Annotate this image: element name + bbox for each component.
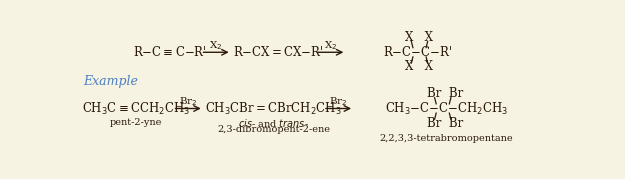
Text: X   X: X X xyxy=(405,31,433,44)
Text: Example: Example xyxy=(84,75,138,88)
Text: X$_2$: X$_2$ xyxy=(324,39,338,52)
Text: R$-$CX$=$CX$-$R': R$-$CX$=$CX$-$R' xyxy=(233,45,323,59)
Text: $\it{cis}$- and $\it{trans}$-: $\it{cis}$- and $\it{trans}$- xyxy=(238,117,309,129)
Text: Br  Br: Br Br xyxy=(428,117,464,130)
Text: 2,2,3,3-tetrabromopentane: 2,2,3,3-tetrabromopentane xyxy=(379,134,513,143)
Text: 2,3-dibromopent-2-ene: 2,3-dibromopent-2-ene xyxy=(217,125,330,134)
Text: Br$_2$: Br$_2$ xyxy=(329,95,348,108)
Text: X$_2$: X$_2$ xyxy=(209,39,222,52)
Text: pent-2-yne: pent-2-yne xyxy=(110,118,162,127)
Text: CH$_3$CBr$=$CBrCH$_2$CH$_3$: CH$_3$CBr$=$CBrCH$_2$CH$_3$ xyxy=(205,100,342,117)
Text: Br$_2$: Br$_2$ xyxy=(179,95,198,108)
Text: Br  Br: Br Br xyxy=(428,87,464,100)
Text: CH$_3$$-$C$-$C$-$CH$_2$CH$_3$: CH$_3$$-$C$-$C$-$CH$_2$CH$_3$ xyxy=(384,100,508,117)
Text: R$-$C$\equiv$C$-$R': R$-$C$\equiv$C$-$R' xyxy=(132,45,206,59)
Text: X   X: X X xyxy=(405,60,433,73)
Text: CH$_3$C$\equiv$CCH$_2$CH$_3$: CH$_3$C$\equiv$CCH$_2$CH$_3$ xyxy=(82,100,191,117)
Text: R$-$C$-$C$-$R': R$-$C$-$C$-$R' xyxy=(383,45,452,59)
